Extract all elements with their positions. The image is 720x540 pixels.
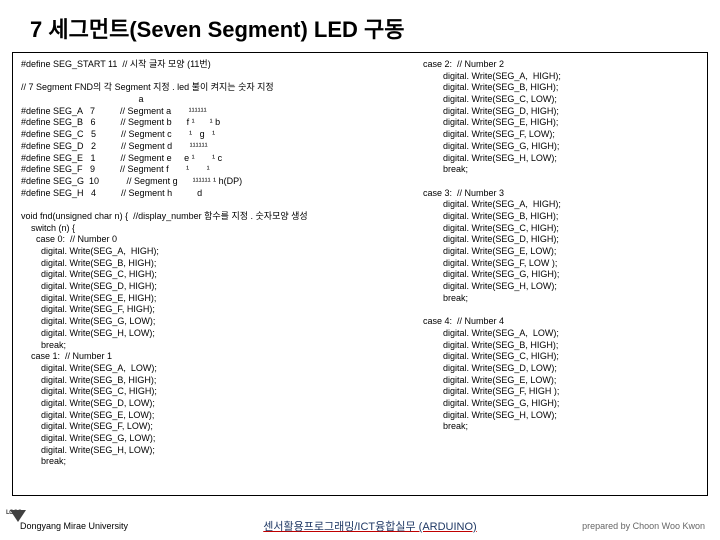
footer-university: Dongyang Mirae University — [0, 521, 190, 531]
title-korean2: 구동 — [358, 17, 405, 42]
code-box: #define SEG_START 11 // 시작 글자 모양 (11번) /… — [12, 52, 708, 496]
footer-course: 센서활용프로그래밍/ICT융합실무 (ARDUINO) — [190, 518, 550, 534]
title-english: (Seven Segment) LED — [129, 17, 358, 42]
code-column-right: case 2: // Number 2 digital. Write(SEG_A… — [423, 59, 713, 433]
footer: Dongyang Mirae University 센서활용프로그래밍/ICT융… — [0, 512, 720, 540]
footer-author: prepared by Choon Woo Kwon — [550, 521, 720, 531]
title-korean1: 세그먼트 — [42, 17, 129, 42]
code-column-left: #define SEG_START 11 // 시작 글자 모양 (11번) /… — [21, 59, 391, 468]
slide-title: 7 세그먼트(Seven Segment) LED 구동 — [0, 0, 720, 52]
title-prefix: 7 — [30, 17, 42, 42]
